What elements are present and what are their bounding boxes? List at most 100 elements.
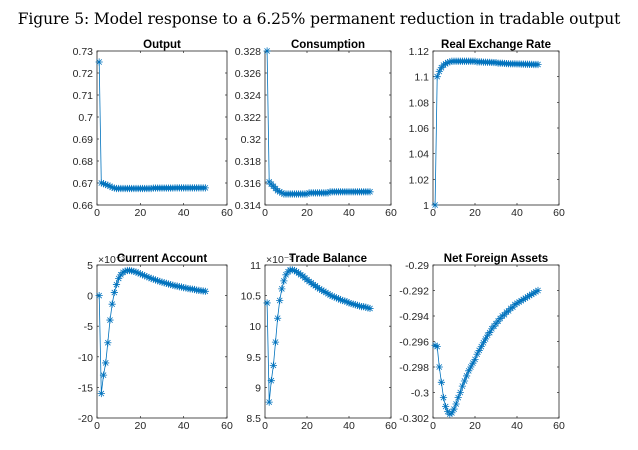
data-point-marker bbox=[95, 58, 103, 66]
data-point-marker bbox=[446, 410, 454, 418]
data-point-marker bbox=[316, 285, 324, 293]
data-point-marker bbox=[521, 294, 529, 302]
data-point-marker bbox=[290, 266, 298, 275]
data-point-marker bbox=[147, 274, 155, 283]
data-point-marker bbox=[119, 268, 127, 276]
data-point-marker bbox=[271, 338, 280, 346]
data-point-marker bbox=[102, 359, 110, 367]
data-point-marker bbox=[513, 299, 521, 307]
data-point-marker bbox=[102, 180, 110, 189]
x-tick-label: 0 bbox=[262, 207, 268, 219]
y-tick-label: 10.5 bbox=[241, 291, 262, 303]
x-tick-label: 40 bbox=[511, 207, 523, 219]
y-tick-label: 0.314 bbox=[235, 200, 261, 212]
x-tick-label: 40 bbox=[343, 420, 355, 432]
data-point-marker bbox=[305, 277, 313, 286]
data-point-marker bbox=[158, 278, 166, 286]
y-tick-label: 0.72 bbox=[73, 68, 94, 80]
x-tick-label: 0 bbox=[94, 207, 100, 219]
data-point-marker bbox=[498, 312, 506, 320]
subplot-title: Consumption bbox=[291, 39, 365, 51]
data-point-marker bbox=[534, 60, 542, 69]
data-point-marker bbox=[431, 201, 439, 209]
data-point-marker bbox=[292, 268, 301, 276]
data-point-marker bbox=[106, 316, 114, 324]
subplot-net-foreign-assets: 0 20 40 60 -0.302 -0.3 -0.298 -0.296 -0.294 -0.29… bbox=[399, 253, 565, 432]
data-point-marker bbox=[343, 298, 351, 306]
y-tick-label: 9 bbox=[255, 382, 261, 394]
data-point-marker bbox=[303, 190, 311, 198]
data-point-marker bbox=[456, 388, 464, 397]
y-tick-label: 0.67 bbox=[73, 178, 94, 190]
axes-box bbox=[432, 50, 560, 206]
data-point-marker bbox=[143, 273, 151, 281]
data-point-marker bbox=[108, 183, 116, 191]
y-tick-label: -0.296 bbox=[399, 337, 429, 349]
data-point-marker bbox=[444, 58, 452, 67]
data-point-marker bbox=[448, 409, 456, 417]
data-point-marker bbox=[469, 359, 477, 367]
data-point-marker bbox=[439, 394, 448, 402]
figure-title: Figure 5: Model response to a 6.25% perm… bbox=[17, 10, 621, 28]
x-tick-label: 60 bbox=[385, 207, 397, 219]
y-tick-label: -0.3 bbox=[411, 388, 429, 400]
data-point-marker bbox=[326, 291, 334, 299]
data-point-marker bbox=[435, 363, 443, 371]
data-point-marker bbox=[360, 303, 368, 311]
data-point-marker bbox=[345, 299, 353, 307]
data-point-marker bbox=[121, 267, 129, 275]
data-point-marker bbox=[177, 283, 186, 291]
y-tick-label: -0.302 bbox=[399, 413, 429, 425]
y-tick-label: 0.66 bbox=[73, 200, 94, 212]
y-tick-label: 0.324 bbox=[235, 90, 261, 102]
data-point-marker bbox=[442, 402, 450, 411]
subplot-output: 0 20 40 60 0.66 0.67 0.68 0.69 0.7 0.71 0.72 0.73 Ou… bbox=[73, 39, 233, 219]
data-point-marker bbox=[147, 184, 155, 193]
data-point-marker bbox=[339, 296, 347, 305]
data-point-marker bbox=[349, 300, 357, 308]
x-tick-label: 60 bbox=[553, 207, 565, 219]
data-point-marker bbox=[274, 314, 282, 322]
y-tick-label: 0.326 bbox=[235, 68, 261, 80]
data-point-marker bbox=[471, 355, 479, 363]
data-point-marker bbox=[366, 188, 374, 196]
data-point-marker bbox=[364, 304, 372, 312]
data-point-marker bbox=[134, 269, 142, 277]
y-tick-label: -0.294 bbox=[399, 311, 429, 323]
data-point-marker bbox=[355, 302, 364, 310]
y-tick-label: 1.08 bbox=[409, 97, 430, 109]
data-point-marker bbox=[97, 389, 105, 398]
y-tick-label: 0.7 bbox=[78, 112, 93, 124]
data-point-marker bbox=[433, 343, 441, 351]
data-point-marker bbox=[128, 267, 136, 275]
data-point-marker bbox=[278, 285, 286, 293]
data-point-marker bbox=[517, 297, 525, 305]
data-point-marker bbox=[528, 290, 536, 298]
data-point-marker bbox=[511, 300, 519, 309]
data-point-marker bbox=[477, 343, 485, 351]
data-point-marker bbox=[486, 328, 494, 337]
data-point-marker bbox=[463, 372, 471, 380]
y-tick-label: 1.06 bbox=[409, 123, 430, 135]
data-point-marker bbox=[366, 304, 374, 313]
subplot-title: Real Exchange Rate bbox=[441, 39, 551, 51]
y-tick-label: 11 bbox=[250, 260, 261, 272]
data-point-marker bbox=[138, 271, 147, 279]
data-point-marker bbox=[167, 280, 175, 289]
data-point-marker bbox=[201, 184, 209, 192]
data-point-marker bbox=[324, 290, 332, 298]
subplot-real-exchange-rate: 0 20 40 60 1 1.02 1.04 1.06 1.08 1.1 1.12 Real Exch… bbox=[409, 39, 565, 219]
data-point-marker bbox=[450, 405, 458, 413]
data-point-marker bbox=[99, 371, 108, 379]
data-point-marker bbox=[274, 187, 282, 195]
y-tick-label: 9.5 bbox=[246, 352, 261, 364]
data-point-marker bbox=[149, 275, 157, 283]
subplot-title: Output bbox=[143, 39, 181, 51]
data-point-marker bbox=[347, 299, 355, 308]
axes-box bbox=[264, 50, 392, 206]
data-point-marker bbox=[437, 378, 445, 386]
x-tick-label: 40 bbox=[178, 207, 190, 219]
data-point-marker bbox=[99, 180, 108, 188]
